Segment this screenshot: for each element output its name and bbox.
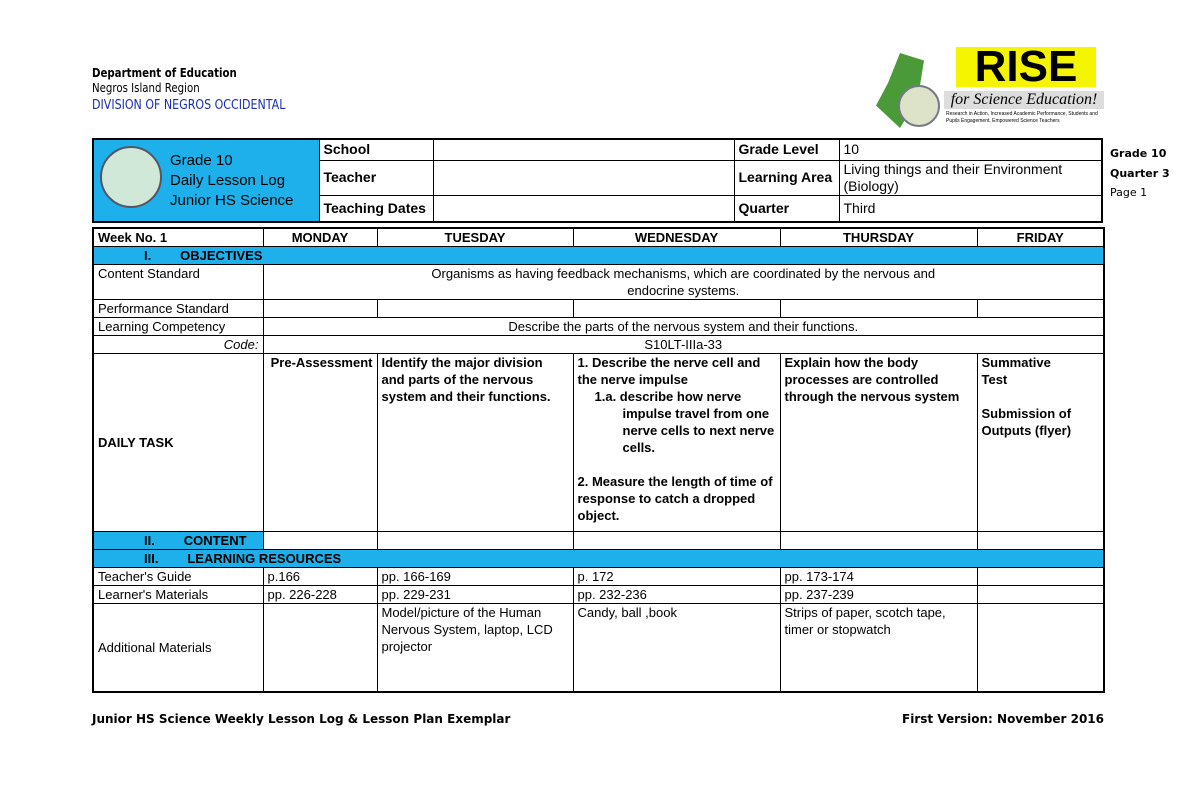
tg-cell: pp. 166-169 [376,567,574,586]
seal-icon [898,85,940,127]
school-label: School [318,138,434,161]
tg-cell: pp. 173-174 [779,567,978,586]
day-header: FRIDAY [976,227,1105,247]
lm-cell: pp. 237-239 [779,585,978,604]
code-value: S10LT-IIIa-33 [262,335,1105,354]
title-line: Junior HS Science [170,191,294,209]
day-header: WEDNESDAY [572,227,781,247]
content-std-value: Organisms as having feedback mechanisms,… [262,264,1105,300]
am-cell [262,603,378,692]
code-label: Code: [92,335,264,354]
week-label: Week No. 1 [92,227,264,247]
tg-cell [976,567,1105,586]
footer-right: First Version: November 2016 [902,712,1104,726]
grade-label: Grade Level [733,138,840,161]
rise-logo: RISE for Science Education! Research in … [866,45,1106,133]
competency-value: Describe the parts of the nervous system… [262,317,1105,336]
content-std-label: Content Standard [92,264,264,300]
daily-task-label: DAILY TASK [92,353,264,532]
region-text: Negros Island Region [92,81,200,95]
competency-label: Learning Competency [92,317,264,336]
day-header: TUESDAY [376,227,574,247]
day-header: MONDAY [262,227,378,247]
tg-cell: p. 172 [572,567,781,586]
area-label: Learning Area [733,159,840,196]
daily-mon: Pre-Assessment [262,353,378,532]
rise-title: RISE [956,45,1096,89]
am-label: Additional Materials [92,603,264,692]
day-header: THURSDAY [779,227,978,247]
content-heading: II. CONTENT [92,531,264,550]
side-grade: Grade 10 [1110,147,1167,160]
dates-value [432,194,735,223]
info-table: Grade 10 Daily Lesson Log Junior HS Scie… [92,138,1103,223]
dept-text: Department of Education [92,66,237,80]
daily-fri: Summative Test Submission of Outputs (fly… [976,353,1105,532]
title-line: Daily Lesson Log [170,171,286,189]
side-quarter: Quarter 3 [1110,167,1170,180]
am-cell [976,603,1105,692]
perf-std-label: Performance Standard [92,299,264,318]
resources-heading: III. LEARNING RESOURCES [92,549,1105,568]
lm-cell [976,585,1105,604]
rise-subtitle: for Science Education! [944,91,1104,109]
quarter-value: Third [838,194,1103,223]
lm-label: Learner's Materials [92,585,264,604]
lm-cell: pp. 226-228 [262,585,378,604]
rise-tagline: Research in Action, Increased Academic P… [946,111,1098,124]
footer-left: Junior HS Science Weekly Lesson Log & Le… [92,712,511,726]
objectives-heading: I. OBJECTIVES [92,246,1105,265]
dates-label: Teaching Dates [318,194,434,223]
side-page: Page 1 [1110,186,1148,199]
division-seal-icon [100,146,162,208]
school-value [432,138,735,161]
teacher-value [432,159,735,196]
area-value: Living things and their Environment (Bio… [838,159,1103,196]
daily-tue: Identify the major division and parts of… [376,353,574,532]
grade-value: 10 [838,138,1103,161]
am-cell: Model/picture of the Human Nervous Syste… [376,603,574,692]
division-text: DIVISION OF NEGROS OCCIDENTAL [92,98,286,113]
daily-thu: Explain how the body processes are contr… [779,353,978,532]
quarter-label: Quarter [733,194,840,223]
tg-label: Teacher's Guide [92,567,264,586]
lm-cell: pp. 229-231 [376,585,574,604]
lm-cell: pp. 232-236 [572,585,781,604]
daily-wed: 1. Describe the nerve cell and the nerve… [572,353,781,532]
title-line: Grade 10 [170,151,233,169]
am-cell: Strips of paper, scotch tape, timer or s… [779,603,978,692]
am-cell: Candy, ball ,book [572,603,781,692]
title-cell: Grade 10 Daily Lesson Log Junior HS Scie… [92,138,320,223]
lesson-table: Week No. 1 MONDAY TUESDAY WEDNESDAY THUR… [92,227,1105,693]
teacher-label: Teacher [318,159,434,196]
tg-cell: p.166 [262,567,378,586]
